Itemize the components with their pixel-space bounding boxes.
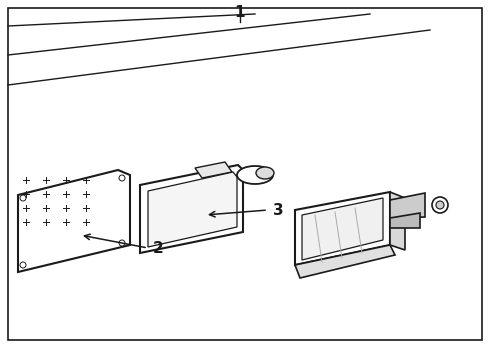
Circle shape <box>436 201 444 209</box>
Polygon shape <box>390 192 405 250</box>
Text: 3: 3 <box>273 202 284 217</box>
Polygon shape <box>295 192 390 265</box>
Polygon shape <box>140 165 243 253</box>
Circle shape <box>20 262 26 268</box>
Polygon shape <box>195 162 232 178</box>
Polygon shape <box>390 193 425 218</box>
Text: 1: 1 <box>235 5 245 20</box>
Text: 2: 2 <box>153 240 164 256</box>
Polygon shape <box>295 245 395 278</box>
Polygon shape <box>390 213 420 228</box>
Circle shape <box>432 197 448 213</box>
Ellipse shape <box>237 166 273 184</box>
Polygon shape <box>302 198 383 260</box>
Ellipse shape <box>256 167 274 179</box>
Circle shape <box>119 175 125 181</box>
Circle shape <box>20 195 26 201</box>
Polygon shape <box>148 172 237 247</box>
Polygon shape <box>18 170 130 272</box>
Circle shape <box>119 240 125 246</box>
